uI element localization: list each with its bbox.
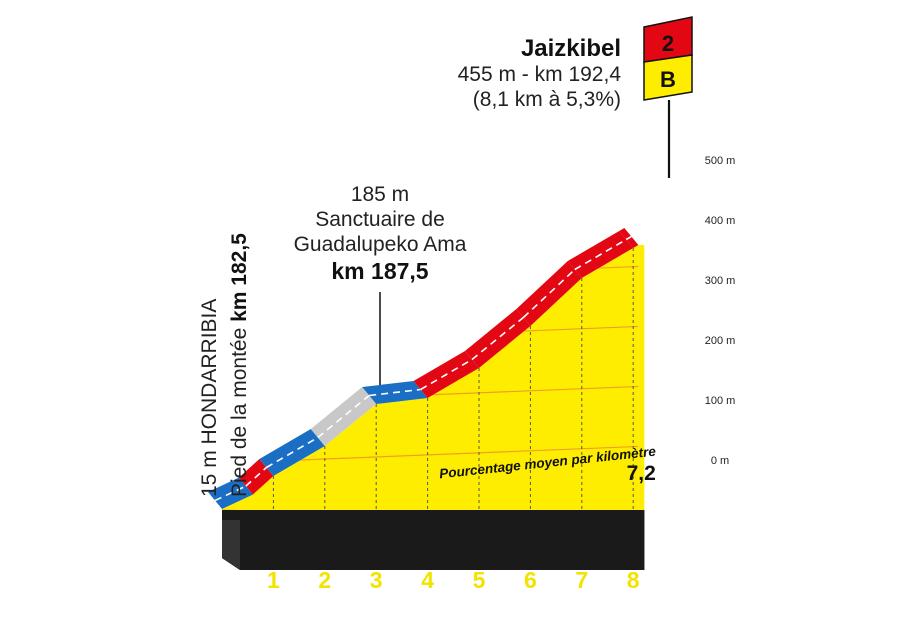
profile-end-cap <box>638 245 645 510</box>
grade-band-centerline <box>369 388 421 397</box>
grade-band-segment <box>310 387 377 446</box>
y-tick-label: 500 m <box>705 155 736 167</box>
x-axis: 1 2 3 4 5 6 7 8 <box>267 567 640 593</box>
intermediate-altitude: 185 m <box>351 183 409 206</box>
y-tick-label: 0 m <box>711 455 729 467</box>
grade-band-segment <box>465 309 531 368</box>
summit-altitude-km: 455 m - km 192,4 <box>458 63 622 86</box>
x-tick-label: 7 <box>575 567 588 593</box>
base-side <box>222 520 240 570</box>
profile-base <box>222 510 645 570</box>
intermediate-name-line1: Sanctuaire de <box>315 208 445 231</box>
category-number: 2 <box>662 31 674 56</box>
x-tick-label: 5 <box>473 567 486 593</box>
intermediate-km: km 187,5 <box>331 258 428 284</box>
category-letter-flag <box>643 54 693 101</box>
start-climb-info: Pied de la montée km 182,5 <box>228 233 251 497</box>
x-tick-label: 6 <box>524 567 537 593</box>
intermediate-name-line2: Guadalupeko Ama <box>294 233 467 256</box>
x-tick-label: 1 <box>267 567 280 593</box>
summit-flag: 2 B <box>643 16 693 178</box>
x-tick-label: 2 <box>318 567 331 593</box>
x-tick-label: 4 <box>421 567 434 593</box>
x-tick-label: 3 <box>370 567 383 593</box>
segment-grade-label: 7,2 <box>627 462 656 485</box>
summit-name: Jaizkibel <box>521 35 621 62</box>
grade-band-centerline <box>265 436 319 469</box>
start-location: 15 m HONDARRIBIA <box>198 299 221 497</box>
grade-band-centerline <box>625 235 632 241</box>
profile-fill <box>222 245 639 510</box>
start-km: km 182,5 <box>228 233 251 322</box>
grade-band-centerline <box>245 466 267 487</box>
y-tick-label: 100 m <box>705 395 736 407</box>
y-tick-label: 300 m <box>705 275 736 287</box>
x-tick-label: 8 <box>627 567 640 593</box>
start-climb-text: Pied de la montée <box>228 322 251 497</box>
base-front <box>222 510 645 570</box>
grade-band-centerline <box>574 238 627 271</box>
km-divider-lines <box>272 248 634 510</box>
grade-band-centerline <box>420 358 473 391</box>
summit-climb-stats: (8,1 km à 5,3%) <box>473 88 621 111</box>
gridline-500 <box>200 204 700 224</box>
grade-band-centerline <box>214 485 247 502</box>
y-tick-label: 200 m <box>705 335 736 347</box>
category-letter: B <box>660 67 676 92</box>
y-tick-label: 400 m <box>705 215 736 227</box>
gradient-band <box>208 228 645 510</box>
y-axis: 0 m 100 m 200 m 300 m 400 m 500 m <box>705 155 736 467</box>
